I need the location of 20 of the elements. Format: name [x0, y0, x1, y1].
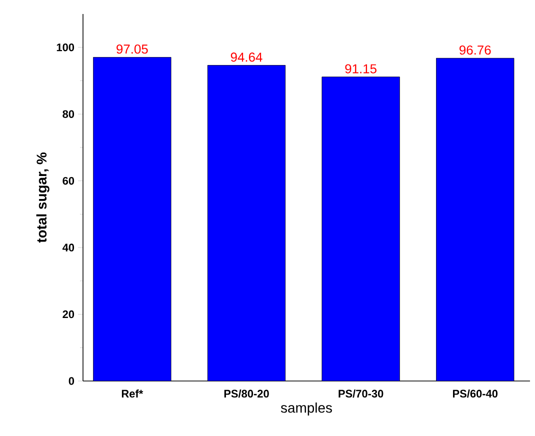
- data-label: 96.76: [460, 45, 491, 55]
- y-tick-label: 40: [62, 244, 74, 252]
- x-tick-label: PS/70-30: [338, 390, 384, 398]
- bar: [436, 58, 514, 381]
- data-label: 94.64: [230, 52, 262, 62]
- x-tick-label: PS/60-40: [453, 390, 498, 398]
- x-axis-title: samples: [280, 402, 332, 416]
- data-label: 91.15: [345, 64, 376, 74]
- data-label: 97.05: [116, 44, 148, 54]
- y-tick-label: 20: [62, 310, 74, 318]
- y-tick-label: 60: [62, 176, 74, 185]
- bar: [93, 57, 172, 381]
- x-tick-label: PS/80-20: [224, 390, 269, 398]
- y-axis-title: total sugar, %: [36, 152, 50, 243]
- y-tick-label: 0: [68, 377, 74, 385]
- bar: [207, 65, 286, 381]
- y-tick-label: 100: [56, 43, 74, 52]
- x-tick-label: Ref*: [122, 390, 144, 398]
- bar: [322, 76, 400, 381]
- y-tick-label: 80: [62, 110, 74, 118]
